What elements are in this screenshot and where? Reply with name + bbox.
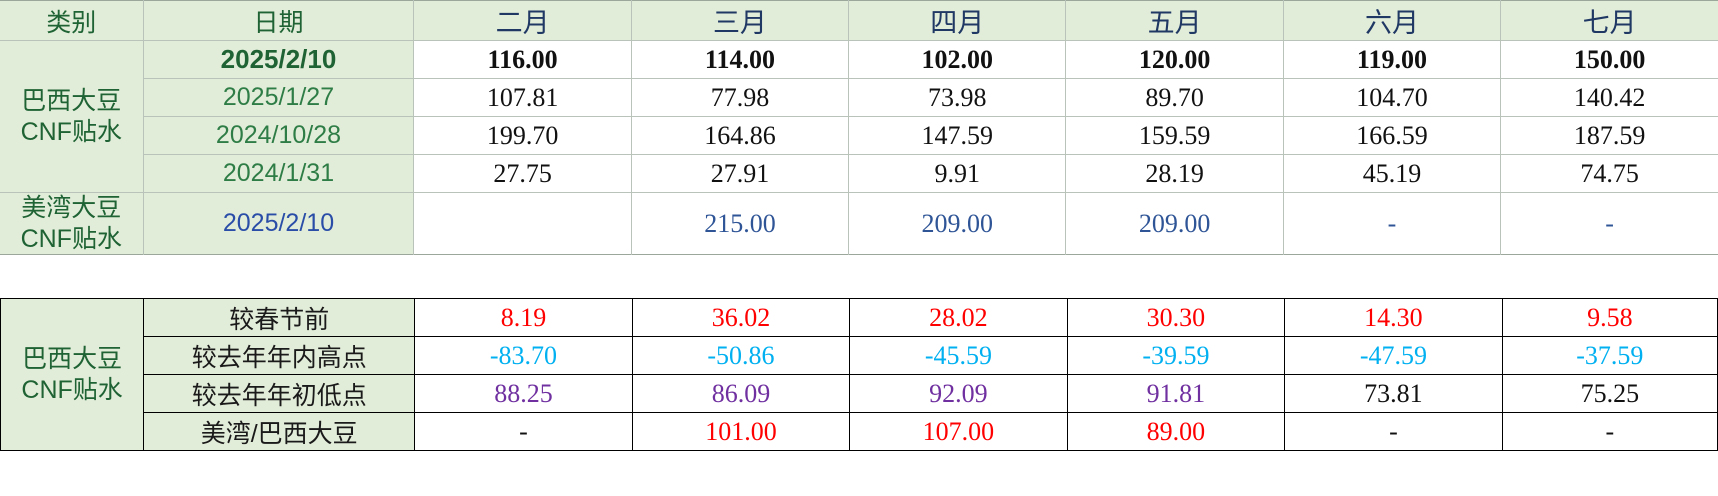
row-group-label: 巴西大豆 CNF贴水 (0, 40, 144, 193)
data-cell: 114.00 (631, 40, 850, 79)
data-cell: - (414, 412, 633, 451)
data-cell: 199.70 (413, 116, 632, 155)
data-cell: 119.00 (1283, 40, 1502, 79)
row-date: 2025/1/27 (143, 78, 415, 117)
cnf-comparison-table: 巴西大豆 CNF贴水 较春节前 8.19 36.02 28.02 30.30 14.30 9.5… (0, 298, 1718, 451)
group-label-line1: 巴西大豆 (21, 87, 122, 115)
data-cell: 150.00 (1500, 40, 1718, 79)
data-cell: 27.91 (631, 154, 850, 193)
data-cell: - (1500, 192, 1718, 255)
data-cell: 77.98 (631, 78, 850, 117)
data-cell: 92.09 (849, 374, 1068, 413)
data-cell: 14.30 (1284, 298, 1503, 337)
group-label-line2: CNF贴水 (20, 224, 122, 253)
data-cell: 9.58 (1502, 298, 1718, 337)
data-cell: 140.42 (1500, 78, 1718, 117)
row-metric-label: 美湾/巴西大豆 (143, 412, 416, 451)
data-cell: -37.59 (1502, 336, 1718, 375)
data-cell: 116.00 (413, 40, 632, 79)
header-month-7: 七月 (1500, 0, 1718, 41)
table-row: 巴西大豆 CNF贴水 2025/2/10 116.00 114.00 102.00 120.… (0, 40, 1718, 193)
row-metric-label: 较春节前 (143, 298, 416, 337)
data-cell: 9.91 (848, 154, 1067, 193)
header-month-4: 四月 (848, 0, 1067, 41)
data-cell: 209.00 (1065, 192, 1284, 255)
data-cell: 75.25 (1502, 374, 1718, 413)
table-row: 美湾/巴西大豆 -101.00 107.00 89.00- - (1, 412, 1718, 451)
data-cell: 101.00 (632, 412, 851, 451)
data-cell: 89.00 (1067, 412, 1286, 451)
data-cell: 27.75 (413, 154, 632, 193)
row-date: 2025/2/10 (143, 192, 415, 255)
data-cell: 209.00 (848, 192, 1067, 255)
data-cell: 30.30 (1067, 298, 1286, 337)
data-cell: 8.19 (414, 298, 633, 337)
header-month-5: 五月 (1065, 0, 1284, 41)
header-category: 类别 (0, 0, 144, 41)
data-cell: 73.81 (1284, 374, 1503, 413)
data-cell: 28.02 (849, 298, 1068, 337)
data-cell: 73.98 (848, 78, 1067, 117)
header-month-2: 二月 (413, 0, 632, 41)
table-row: 2024/1/31 27.75 27.91 9.91 28.19 45.19 74.75 (0, 154, 1718, 193)
table-row: 2024/10/28 199.70 164.86 147.59 159.59 166.59… (0, 116, 1718, 155)
data-cell: 107.81 (413, 78, 632, 117)
data-cell: - (1284, 412, 1503, 451)
row-date: 2025/2/10 (143, 40, 415, 79)
row-date: 2024/10/28 (143, 116, 415, 155)
data-cell: 45.19 (1283, 154, 1502, 193)
data-cell: 88.25 (414, 374, 633, 413)
data-cell: 102.00 (848, 40, 1067, 79)
data-cell: -39.59 (1067, 336, 1286, 375)
cnf-premium-table: 类别 日期 二月 三月 四月 五月 六月 七月 巴西大豆 CNF贴水 2025/2/10 116.00… (0, 0, 1718, 255)
group-label-line2: CNF贴水 (20, 117, 122, 146)
group-label-line1: 巴西大豆 (22, 345, 123, 373)
data-cell (413, 192, 632, 255)
row-metric-label: 较去年年初低点 (143, 374, 416, 413)
row-group-label: 巴西大豆 CNF贴水 (0, 298, 145, 451)
header-date: 日期 (143, 0, 415, 41)
row-date: 2024/1/31 (143, 154, 415, 193)
data-cell: -83.70 (414, 336, 633, 375)
data-cell: 147.59 (848, 116, 1067, 155)
data-cell: 107.00 (849, 412, 1068, 451)
data-cell: -50.86 (632, 336, 851, 375)
data-cell: 120.00 (1065, 40, 1284, 79)
table-header-row: 类别 日期 二月 三月 四月 五月 六月 七月 (0, 0, 1718, 41)
group-label-line1: 美湾大豆 (21, 194, 122, 222)
table-row: 2025/1/27 107.81 77.98 73.98 89.70 104.70 140.… (0, 78, 1718, 117)
table-row: 美湾大豆 CNF贴水 2025/2/10 215.00 209.00 209.00- - (0, 192, 1718, 255)
data-cell: 215.00 (631, 192, 850, 255)
data-cell: -45.59 (849, 336, 1068, 375)
table-row: 巴西大豆 CNF贴水 较春节前 8.19 36.02 28.02 30.30 14.30 9.5… (0, 298, 1718, 451)
data-cell: 164.86 (631, 116, 850, 155)
data-cell: 104.70 (1283, 78, 1502, 117)
data-cell: 91.81 (1067, 374, 1286, 413)
data-cell: 86.09 (632, 374, 851, 413)
data-cell: 89.70 (1065, 78, 1284, 117)
data-cell: 187.59 (1500, 116, 1718, 155)
header-month-6: 六月 (1283, 0, 1502, 41)
data-cell: -47.59 (1284, 336, 1503, 375)
group-label-line2: CNF贴水 (21, 375, 123, 404)
header-month-3: 三月 (631, 0, 850, 41)
row-group-label: 美湾大豆 CNF贴水 (0, 192, 144, 255)
data-cell: 28.19 (1065, 154, 1284, 193)
row-metric-label: 较去年年内高点 (143, 336, 416, 375)
table-row: 较去年年初低点 88.25 86.09 92.09 91.81 73.81 75.25 (1, 374, 1718, 413)
data-cell: 74.75 (1500, 154, 1718, 193)
data-cell: - (1502, 412, 1718, 451)
table-row: 较去年年内高点 -83.70 -50.86 -45.59 -39.59 -47.59 -37… (1, 336, 1718, 375)
data-cell: 159.59 (1065, 116, 1284, 155)
data-cell: - (1283, 192, 1502, 255)
data-cell: 36.02 (632, 298, 851, 337)
data-cell: 166.59 (1283, 116, 1502, 155)
